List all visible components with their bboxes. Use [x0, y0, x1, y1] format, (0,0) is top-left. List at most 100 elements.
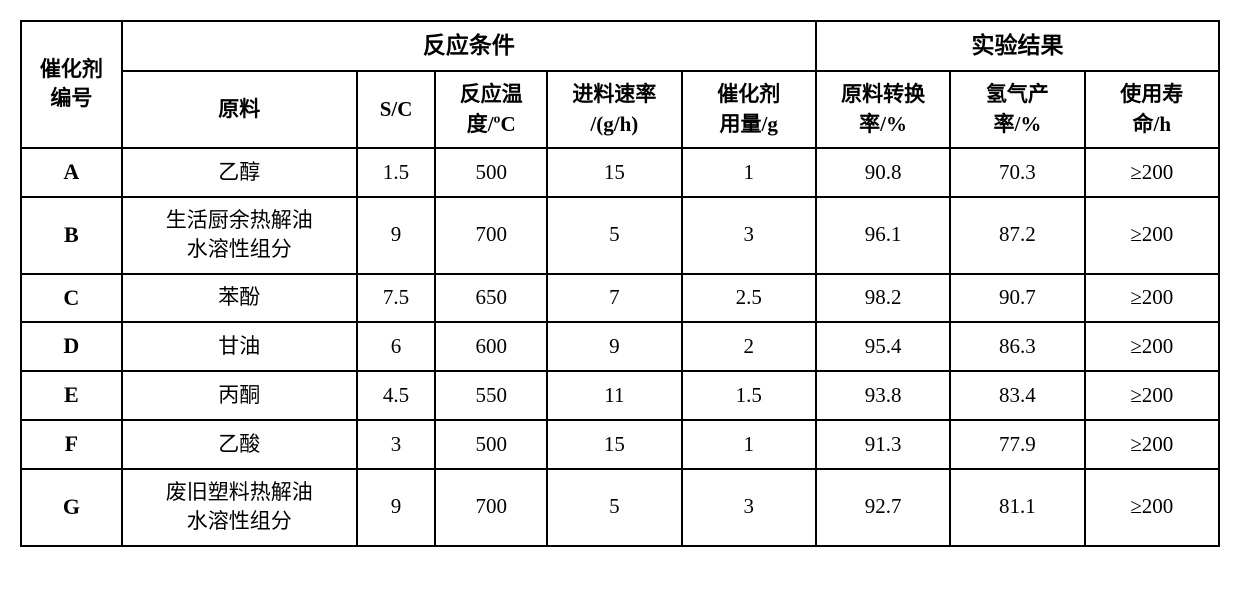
cell-cat: 1.5: [682, 371, 816, 420]
col-header-cat-line2: 用量/g: [720, 112, 778, 136]
table-row: D甘油66009295.486.3≥200: [21, 322, 1219, 371]
cell-conv: 93.8: [816, 371, 950, 420]
cell-material-line1: 生活厨余热解油: [166, 208, 313, 232]
cell-temp: 600: [435, 322, 547, 371]
cell-id: D: [21, 322, 122, 371]
table-row: F乙酸350015191.377.9≥200: [21, 420, 1219, 469]
cell-feed: 9: [547, 322, 681, 371]
table-row: A乙醇1.550015190.870.3≥200: [21, 148, 1219, 197]
cell-temp: 550: [435, 371, 547, 420]
cell-material-line2: 水溶性组分: [187, 509, 292, 533]
cell-conv: 90.8: [816, 148, 950, 197]
cell-cat: 1: [682, 420, 816, 469]
cell-material: 废旧塑料热解油水溶性组分: [122, 469, 357, 546]
cell-h2: 77.9: [950, 420, 1084, 469]
cell-cat: 3: [682, 469, 816, 546]
cell-conv: 95.4: [816, 322, 950, 371]
cell-h2: 83.4: [950, 371, 1084, 420]
col-header-life-line2: 命/h: [1133, 112, 1172, 136]
cell-cat: 3: [682, 197, 816, 274]
cell-sc: 3: [357, 420, 435, 469]
cell-temp: 500: [435, 420, 547, 469]
col-header-h2-line1: 氢气产: [986, 82, 1049, 106]
cell-temp: 700: [435, 197, 547, 274]
col-header-cat: 催化剂 用量/g: [682, 71, 816, 148]
cell-id: B: [21, 197, 122, 274]
cell-life: ≥200: [1085, 371, 1219, 420]
col-header-id-line1: 催化剂: [40, 57, 103, 81]
cell-life: ≥200: [1085, 469, 1219, 546]
cell-id: G: [21, 469, 122, 546]
cell-id: F: [21, 420, 122, 469]
col-header-temp: 反应温 度/ºC: [435, 71, 547, 148]
cell-conv: 98.2: [816, 274, 950, 323]
col-header-feed-line2: /(g/h): [590, 112, 638, 136]
cell-conv: 92.7: [816, 469, 950, 546]
cell-h2: 86.3: [950, 322, 1084, 371]
col-header-life: 使用寿 命/h: [1085, 71, 1219, 148]
cell-material: 乙醇: [122, 148, 357, 197]
col-header-temp-line2: 度/ºC: [467, 112, 516, 136]
cell-id: C: [21, 274, 122, 323]
col-header-id-line2: 编号: [50, 86, 92, 110]
cell-feed: 5: [547, 197, 681, 274]
cell-sc: 7.5: [357, 274, 435, 323]
cell-material: 甘油: [122, 322, 357, 371]
cell-temp: 500: [435, 148, 547, 197]
section-header-conditions: 反应条件: [122, 21, 816, 71]
col-header-h2-line2: 率/%: [994, 112, 1042, 136]
cell-life: ≥200: [1085, 197, 1219, 274]
col-header-id: 催化剂 编号: [21, 21, 122, 148]
table-row: B生活厨余热解油水溶性组分97005396.187.2≥200: [21, 197, 1219, 274]
cell-h2: 70.3: [950, 148, 1084, 197]
cell-sc: 9: [357, 469, 435, 546]
cell-sc: 1.5: [357, 148, 435, 197]
cell-sc: 4.5: [357, 371, 435, 420]
col-header-conv-line1: 原料转换: [841, 82, 925, 106]
cell-sc: 9: [357, 197, 435, 274]
cell-life: ≥200: [1085, 322, 1219, 371]
cell-h2: 87.2: [950, 197, 1084, 274]
col-header-material: 原料: [122, 71, 357, 148]
cell-life: ≥200: [1085, 148, 1219, 197]
col-header-feed: 进料速率 /(g/h): [547, 71, 681, 148]
col-header-conv-line2: 率/%: [859, 112, 907, 136]
cell-feed: 7: [547, 274, 681, 323]
cell-material-line2: 水溶性组分: [187, 237, 292, 261]
cell-feed: 15: [547, 148, 681, 197]
section-header-row: 催化剂 编号 反应条件 实验结果: [21, 21, 1219, 71]
col-header-h2: 氢气产 率/%: [950, 71, 1084, 148]
cell-cat: 2.5: [682, 274, 816, 323]
table-body: A乙醇1.550015190.870.3≥200B生活厨余热解油水溶性组分970…: [21, 148, 1219, 546]
cell-material: 苯酚: [122, 274, 357, 323]
cell-material: 生活厨余热解油水溶性组分: [122, 197, 357, 274]
cell-feed: 11: [547, 371, 681, 420]
col-header-life-line1: 使用寿: [1120, 82, 1183, 106]
col-header-feed-line1: 进料速率: [572, 82, 656, 106]
cell-conv: 91.3: [816, 420, 950, 469]
cell-temp: 650: [435, 274, 547, 323]
section-header-results: 实验结果: [816, 21, 1219, 71]
col-header-conv: 原料转换 率/%: [816, 71, 950, 148]
table-header: 催化剂 编号 反应条件 实验结果 原料 S/C 反应温 度/ºC 进料速率 /(…: [21, 21, 1219, 148]
cell-temp: 700: [435, 469, 547, 546]
catalyst-table: 催化剂 编号 反应条件 实验结果 原料 S/C 反应温 度/ºC 进料速率 /(…: [20, 20, 1220, 547]
column-header-row: 原料 S/C 反应温 度/ºC 进料速率 /(g/h) 催化剂 用量/g 原料转…: [21, 71, 1219, 148]
cell-life: ≥200: [1085, 420, 1219, 469]
cell-material: 乙酸: [122, 420, 357, 469]
cell-id: E: [21, 371, 122, 420]
cell-material-line1: 废旧塑料热解油: [166, 480, 313, 504]
col-header-cat-line1: 催化剂: [717, 82, 780, 106]
cell-life: ≥200: [1085, 274, 1219, 323]
cell-id: A: [21, 148, 122, 197]
cell-cat: 1: [682, 148, 816, 197]
cell-feed: 15: [547, 420, 681, 469]
table-row: C苯酚7.565072.598.290.7≥200: [21, 274, 1219, 323]
col-header-temp-line1: 反应温: [460, 82, 523, 106]
cell-feed: 5: [547, 469, 681, 546]
cell-sc: 6: [357, 322, 435, 371]
col-header-sc: S/C: [357, 71, 435, 148]
cell-material: 丙酮: [122, 371, 357, 420]
table-row: G废旧塑料热解油水溶性组分97005392.781.1≥200: [21, 469, 1219, 546]
cell-h2: 90.7: [950, 274, 1084, 323]
